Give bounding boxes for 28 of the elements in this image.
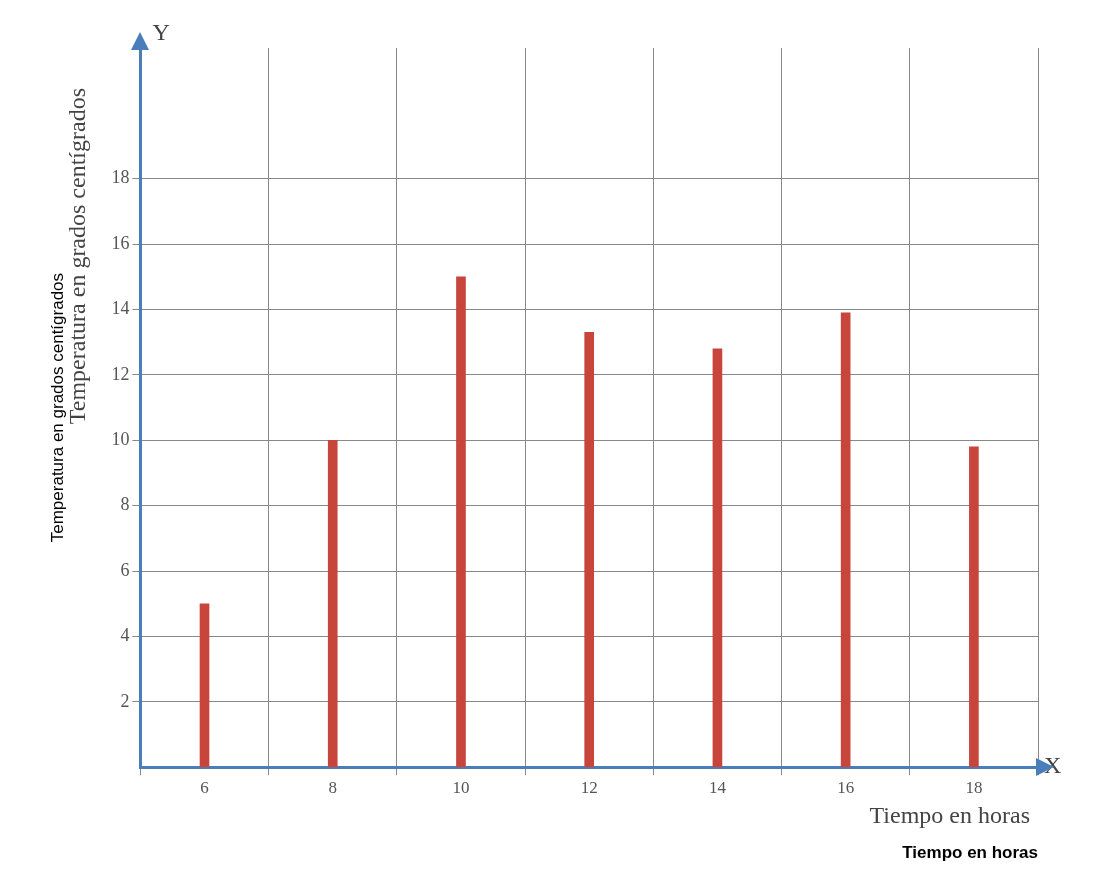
- bar: [456, 276, 466, 768]
- text: X: [1044, 752, 1062, 779]
- y-tick-label: 14: [111, 298, 130, 319]
- x-tick-label: 18: [965, 777, 983, 797]
- y-tick-label: 10: [111, 429, 130, 450]
- y-tick-label: 6: [120, 559, 130, 580]
- bar: [969, 446, 979, 768]
- y-tick-label: 12: [111, 363, 130, 384]
- text: Tiempo en horas: [869, 802, 1030, 829]
- text: Y: [152, 19, 170, 46]
- y-axis-title: Temperatura en grados centígrados: [47, 272, 67, 543]
- bar: [199, 603, 210, 768]
- y-tick-label: 18: [111, 167, 130, 188]
- y-tick-label: 4: [120, 625, 130, 646]
- bar: [584, 332, 595, 768]
- x-tick-label: 6: [200, 777, 209, 797]
- x-tick-label: 14: [708, 777, 727, 797]
- bar: [712, 348, 723, 768]
- y-tick-label: 16: [111, 232, 130, 253]
- x-axis-title: Tiempo en horas: [902, 843, 1038, 863]
- x-tick-label: 10: [452, 777, 470, 797]
- bar: [840, 312, 851, 768]
- x-tick-label: 16: [837, 777, 855, 797]
- x-tick-label: 12: [580, 777, 598, 797]
- x-tick-label: 8: [328, 777, 337, 797]
- y-tick-label: 8: [120, 494, 130, 515]
- y-tick-label: 2: [120, 690, 130, 711]
- bar: [327, 439, 338, 768]
